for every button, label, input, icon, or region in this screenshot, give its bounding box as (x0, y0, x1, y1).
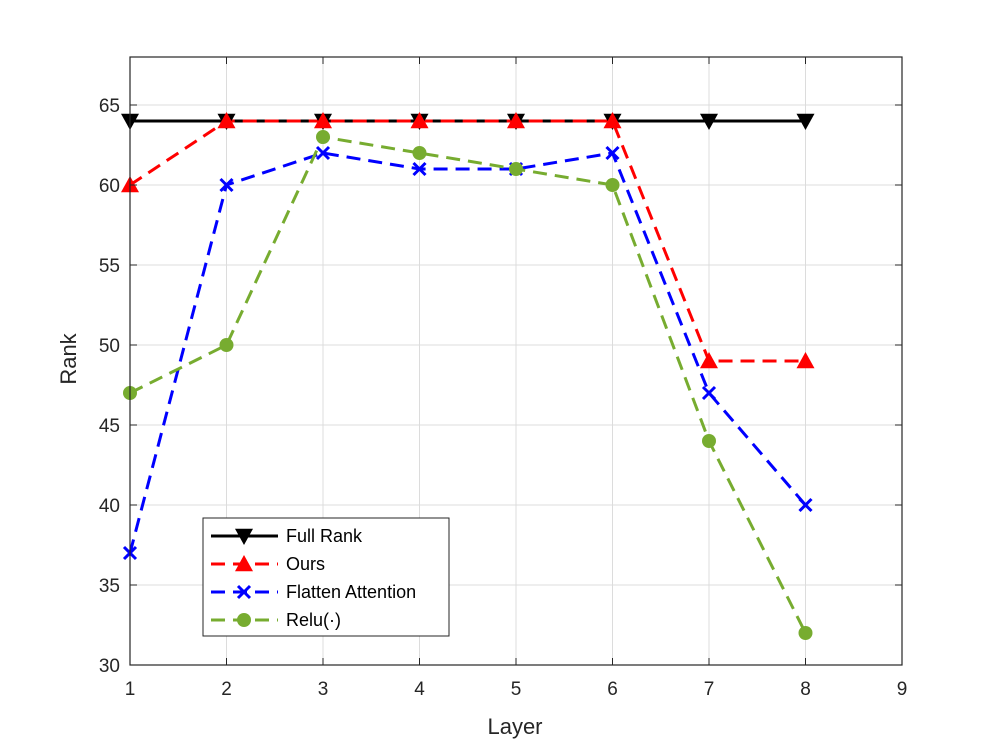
data-point-3-7 (798, 626, 813, 640)
data-point-2-7 (798, 497, 813, 513)
x-tick-label: 2 (221, 679, 232, 700)
data-point-2-5 (605, 145, 620, 161)
data-point-1-1 (217, 112, 236, 129)
x-tick-label: 8 (800, 679, 811, 700)
data-point-3-1 (219, 338, 234, 352)
series-line-3 (129, 135, 807, 634)
y-tick-label: 60 (99, 176, 120, 197)
data-point-2-6 (701, 385, 717, 401)
x-tick-label: 9 (897, 679, 908, 700)
y-tick-label: 45 (99, 416, 120, 437)
x-tick-label: 6 (607, 679, 618, 700)
legend-marker-2 (236, 584, 252, 600)
data-point-1-2 (314, 112, 332, 129)
data-point-0-7 (796, 113, 815, 130)
x-axis-label: Layer (487, 714, 542, 739)
y-axis-label: Rank (56, 332, 81, 384)
legend: Full Rank Ours Flatten Attention Relu(·) (202, 517, 450, 637)
x-tick-label: 4 (414, 679, 425, 700)
data-point-3-4 (509, 162, 523, 176)
data-point-1-6 (700, 352, 718, 369)
data-point-3-5 (605, 178, 620, 192)
data-point-3-6 (702, 434, 716, 448)
legend-marker-0 (235, 528, 253, 545)
x-tick-label: 5 (511, 679, 522, 700)
data-point-2-1 (219, 177, 234, 193)
y-tick-label: 35 (99, 576, 120, 597)
legend-marker-3 (237, 613, 251, 627)
data-point-1-5 (603, 112, 622, 129)
series-lines (128, 119, 807, 634)
y-tick-label: 30 (99, 656, 120, 677)
data-point-0-6 (700, 113, 718, 130)
legend-label-1: Ours (286, 554, 325, 574)
data-point-3-3 (412, 146, 427, 160)
series-markers (121, 112, 815, 640)
x-tick-label: 1 (125, 679, 136, 700)
y-tick-label: 65 (99, 96, 120, 117)
y-tick-label: 50 (99, 336, 120, 357)
legend-label-3: Relu(·) (286, 610, 341, 630)
data-point-1-3 (410, 112, 429, 129)
legend-label-0: Full Rank (286, 526, 363, 546)
data-point-1-7 (796, 352, 815, 369)
data-point-2-2 (315, 145, 331, 161)
series-line-2 (128, 151, 807, 554)
data-point-2-3 (412, 161, 427, 177)
x-tick-label: 7 (704, 679, 715, 700)
x-tick-label: 3 (318, 679, 329, 700)
legend-label-2: Flatten Attention (286, 582, 416, 602)
data-point-1-4 (507, 112, 525, 129)
legend-marker-1 (235, 555, 253, 572)
series-line-1 (129, 119, 806, 363)
y-tick-label: 40 (99, 496, 120, 517)
y-tick-label: 55 (99, 256, 120, 277)
data-point-3-2 (316, 130, 330, 144)
